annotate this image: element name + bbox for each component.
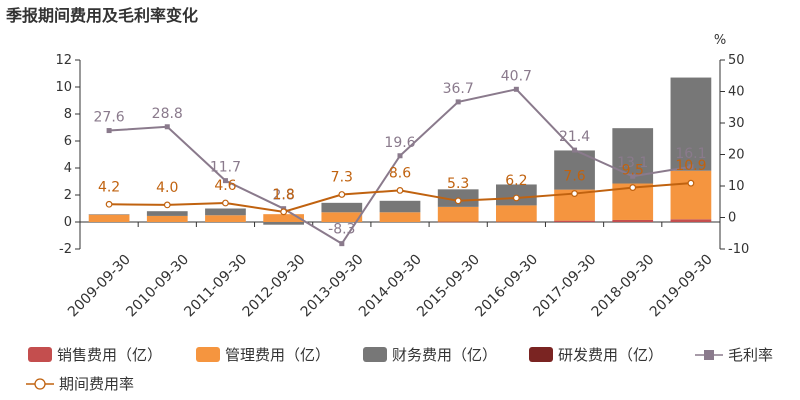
- point-marker: [629, 184, 637, 191]
- bars: [88, 77, 712, 225]
- bar-segment: [437, 206, 479, 222]
- point-marker: [222, 199, 229, 207]
- legend-swatch: [529, 347, 553, 362]
- legend-marker: [34, 378, 46, 390]
- point-marker: [687, 179, 695, 187]
- data-labels: 27.6 28.8 11.7 2.8 -8.3 19.6 36.7 40.7 21.4 13.1 1…: [94, 68, 707, 237]
- left-tick-label: 6: [64, 134, 72, 149]
- point-marker: [630, 173, 636, 179]
- bar-segment: [88, 214, 130, 222]
- point-marker: [397, 153, 403, 159]
- data-label: 40.7: [501, 68, 532, 84]
- point-marker: [105, 200, 113, 208]
- lines: [105, 86, 695, 247]
- left-tick-label: 12: [55, 53, 72, 68]
- point-marker: [396, 187, 404, 194]
- point-marker: [222, 178, 228, 184]
- bar-segment: [496, 205, 537, 222]
- data-label: 1.8: [273, 187, 295, 203]
- bar-segment: [670, 77, 712, 171]
- right-tick-label: 10: [728, 179, 745, 194]
- legend-label: 财务费用（亿）: [392, 346, 497, 364]
- data-label: 11.7: [210, 160, 241, 176]
- point-marker: [106, 128, 112, 134]
- bar-segment: [670, 170, 712, 220]
- data-label: 4.0: [156, 180, 178, 196]
- legend-label: 销售费用（亿）: [57, 346, 162, 364]
- bar-segment: [146, 211, 188, 216]
- point-marker: [280, 208, 288, 216]
- bar-segment: [321, 212, 363, 222]
- data-label: 36.7: [443, 81, 474, 97]
- point-marker: [455, 99, 461, 105]
- bar-segment: [263, 214, 304, 222]
- bar-segment: [554, 220, 595, 222]
- point-marker: [512, 194, 520, 202]
- data-label: 28.8: [152, 106, 183, 122]
- chart-title: 季报期间费用及毛利率变化: [6, 6, 199, 25]
- point-marker: [572, 147, 578, 153]
- right-tick-label: 40: [728, 85, 745, 100]
- data-label: 2.8: [273, 188, 295, 204]
- bar-segment: [670, 219, 712, 222]
- data-label: 7.3: [331, 170, 353, 186]
- data-label: 10.9: [675, 158, 706, 174]
- legend-label: 毛利率: [728, 346, 773, 364]
- left-tick-label: 8: [64, 107, 72, 122]
- bar-segment: [496, 221, 537, 223]
- legend-label: 管理费用（亿）: [225, 346, 330, 364]
- bar-segment: [379, 212, 421, 222]
- point-marker: [164, 124, 170, 130]
- data-label: 21.4: [559, 129, 590, 145]
- data-label: 19.6: [384, 135, 415, 151]
- data-label: 27.6: [94, 110, 125, 126]
- data-label: 7.6: [563, 169, 585, 185]
- bar-segment: [146, 215, 188, 222]
- bar-segment: [88, 214, 130, 215]
- legend-marker: [704, 350, 714, 360]
- data-label: 4.2: [98, 179, 120, 195]
- data-label: -8.3: [328, 222, 355, 238]
- point-marker: [454, 197, 462, 205]
- right-tick-label: 30: [728, 116, 745, 131]
- bar-segment: [205, 215, 246, 222]
- left-tick-label: 2: [64, 188, 72, 203]
- bar-segment: [612, 219, 654, 222]
- legend-label: 研发费用（亿）: [558, 346, 663, 364]
- point-marker: [513, 86, 519, 92]
- legend-label: 期间费用率: [59, 375, 134, 393]
- data-label: 9.5: [622, 163, 644, 179]
- left-tick-label: 10: [55, 80, 72, 95]
- right-tick-label: -10: [728, 242, 749, 257]
- bar-segment: [205, 208, 246, 216]
- bar-segment: [437, 221, 479, 223]
- left-tick-label: 4: [64, 161, 72, 176]
- point-marker: [163, 201, 171, 209]
- point-marker: [338, 191, 346, 198]
- bar-segment: [321, 202, 363, 213]
- bar-segment: [263, 222, 304, 225]
- data-label: 5.3: [447, 176, 469, 192]
- left-tick-label: -2: [59, 242, 72, 257]
- legend-swatch: [196, 347, 220, 362]
- x-tick-label: 2019-09-30: [647, 252, 716, 321]
- right-tick-label: 20: [728, 148, 745, 163]
- data-label: 16.1: [675, 146, 706, 162]
- left-tick-label: 0: [64, 215, 72, 230]
- legend-swatch: [363, 347, 387, 362]
- data-label: 4.6: [214, 178, 236, 194]
- right-axis-unit: %: [714, 33, 726, 48]
- data-label: 6.2: [505, 173, 527, 189]
- right-tick-label: 0: [728, 211, 736, 226]
- bar-segment: [379, 200, 421, 213]
- point-marker: [688, 164, 694, 170]
- point-marker: [571, 190, 578, 197]
- data-label: 8.6: [389, 165, 411, 181]
- point-marker: [339, 241, 345, 247]
- legend-swatch: [28, 347, 52, 362]
- data-label: 13.1: [617, 155, 648, 171]
- right-tick-label: 50: [728, 53, 745, 68]
